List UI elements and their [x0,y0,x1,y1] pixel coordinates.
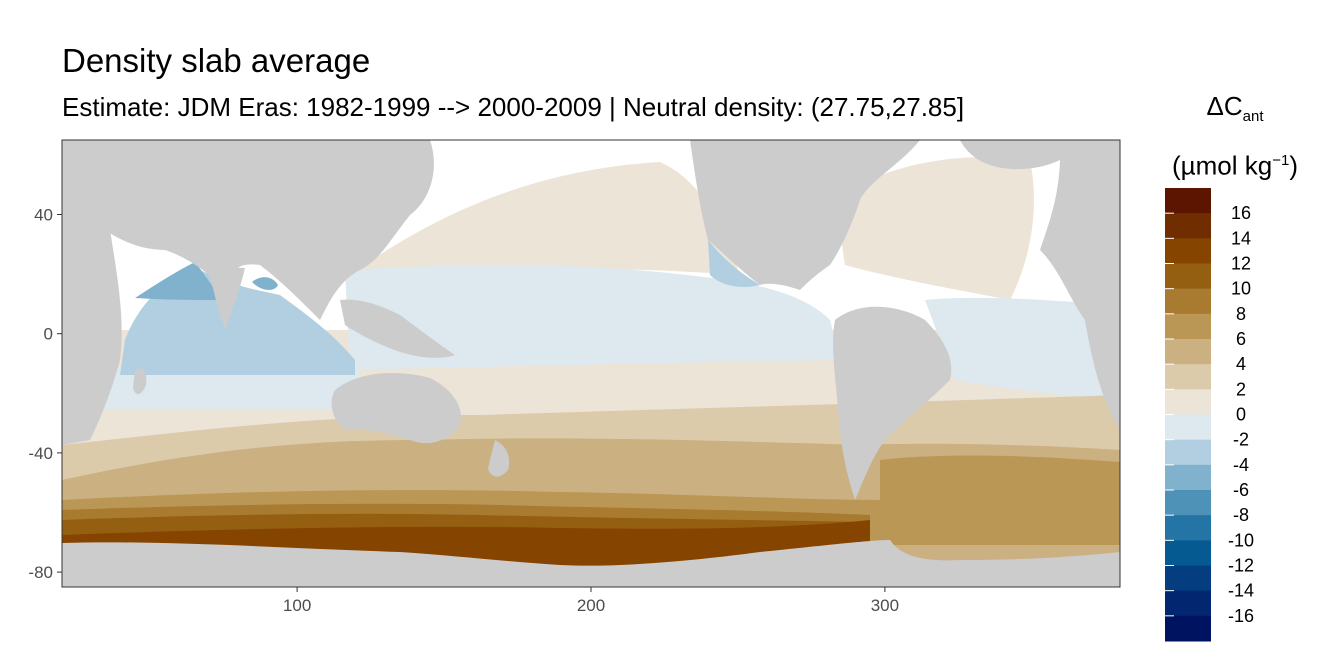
land-north-america [690,140,920,290]
land-greenland [960,140,1070,170]
legend-swatch [1165,188,1211,214]
band-minus2-0-atlantic [925,297,1115,400]
legend-title: ΔCant (µmol kg−1) [1160,84,1310,188]
legend-swatch [1165,615,1211,642]
legend-tick-label: 12 [1231,254,1251,274]
legend-swatch [1165,515,1211,541]
legend-tick-label: 14 [1231,228,1251,248]
legend-tick-label: -10 [1228,530,1254,550]
band-minus6-4-arabian [135,262,222,300]
legend-tick-label: -2 [1233,430,1249,450]
legend-label-sub: ant [1242,108,1264,126]
legend-swatch [1165,464,1211,491]
legend-swatch [1165,414,1211,441]
band-minus2-0-pacific [345,265,840,370]
legend-tick-label: -16 [1228,606,1254,626]
land-madagascar [133,368,147,395]
x-tick-label: 100 [283,596,311,615]
land-india [205,255,245,330]
x-tick-label: 300 [871,596,899,615]
legend-tick-label: 0 [1236,405,1246,425]
land-south-america [833,306,952,500]
legend-tick-label: -12 [1228,556,1254,576]
band-north-pacific [350,162,740,275]
legend-tick-label: 6 [1236,329,1246,349]
legend-swatch [1165,490,1211,516]
legend-swatch [1165,364,1211,390]
band-minus2-0-indian [95,368,360,410]
band-minus4-2-california [708,240,760,287]
y-tick-label: -40 [28,444,53,463]
legend-tick-label: 4 [1236,354,1246,374]
legend-colorbar: 16 14 12 10 8 6 4 2 0 -2 -4 -6 -8 -10 -12 -14 -16 [1165,188,1254,642]
band-12-14 [62,520,870,570]
y-tick-label: 0 [44,325,53,344]
legend-unit-pre: (µmol kg [1172,150,1273,181]
legend-unit-post: ) [1289,150,1298,181]
land-antarctica [62,540,1120,587]
legend-swatch [1165,313,1211,340]
band-minus6-4-bengal [252,277,278,290]
legend-tick-label: 10 [1231,279,1251,299]
land-maritime-asia [340,299,455,358]
legend-label-main: ΔC [1206,91,1243,121]
land-africa-east [1040,140,1120,430]
map-title: Density slab average [62,42,371,79]
legend-swatch [1165,339,1211,365]
legend-tick-label: -4 [1233,455,1249,475]
map-panel [62,140,1120,587]
legend-swatch [1165,288,1211,315]
legend-tick-label: -8 [1233,505,1249,525]
legend-tick-label: 2 [1236,379,1246,399]
land-eurasia [62,140,434,320]
x-axis: 100 200 300 [283,587,899,615]
y-tick-label: 40 [34,206,53,225]
legend-swatch [1165,238,1211,264]
legend-swatch [1165,439,1211,466]
land-australia [331,373,461,444]
legend-swatch [1165,540,1211,566]
legend-unit-sup: −1 [1272,152,1290,170]
legend-tick-label: -14 [1228,581,1254,601]
legend-swatch [1165,565,1211,592]
legend-swatch [1165,389,1211,415]
legend-swatch [1165,590,1211,617]
band-north-atlantic [835,156,1034,300]
x-tick-label: 200 [577,596,605,615]
y-axis: 40 0 -40 -80 [28,206,62,582]
legend-tick-label: -6 [1233,480,1249,500]
legend-swatch [1165,213,1211,239]
map-subtitle: Estimate: JDM Eras: 1982-1999 --> 2000-2… [62,92,965,122]
land-new-zealand [488,440,510,477]
y-tick-label: -80 [28,563,53,582]
legend-tick-label: 8 [1236,304,1246,324]
legend-swatch [1165,263,1211,290]
legend-tick-label: 16 [1231,203,1251,223]
